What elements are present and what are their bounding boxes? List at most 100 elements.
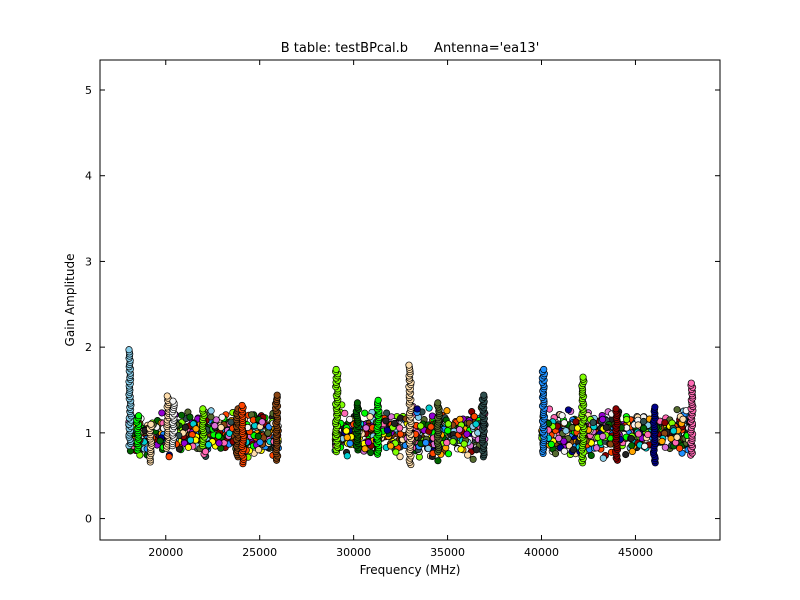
x-tick-label: 40000: [524, 546, 559, 559]
data-point: [186, 436, 195, 444]
data-point: [390, 419, 399, 427]
data-point: [255, 446, 263, 454]
data-point: [417, 422, 425, 430]
y-tick-label: 0: [85, 513, 92, 526]
data-point: [332, 365, 340, 373]
data-point: [346, 415, 354, 423]
data-point: [425, 404, 433, 412]
data-point: [217, 423, 225, 432]
data-point: [627, 434, 635, 443]
data-point: [444, 427, 452, 435]
data-point: [163, 392, 171, 400]
data-point: [644, 430, 652, 439]
data-point: [361, 445, 369, 453]
data-point: [156, 437, 164, 445]
data-point: [560, 447, 568, 455]
data-point: [181, 423, 189, 431]
data-point: [593, 444, 601, 452]
data-point: [602, 423, 610, 432]
x-tick-label: 20000: [148, 546, 183, 559]
x-axis-ticks: 20000 25000 30000 35000 40000 45000: [148, 60, 653, 559]
data-point: [463, 430, 471, 438]
data-point: [444, 420, 452, 428]
data-point: [641, 442, 649, 450]
y-tick-label: 1: [85, 427, 92, 440]
data-point: [264, 429, 272, 437]
x-tick-label: 45000: [618, 546, 653, 559]
data-point: [589, 418, 597, 427]
data-point: [343, 433, 351, 442]
data-point: [634, 421, 642, 429]
data-point: [178, 411, 186, 419]
y-tick-label: 2: [85, 341, 92, 354]
data-point: [256, 438, 264, 446]
data-point: [215, 439, 223, 447]
data-point: [273, 391, 281, 399]
data-point: [258, 418, 266, 426]
data-point: [424, 444, 432, 453]
data-point: [457, 445, 465, 453]
data-point: [422, 439, 430, 447]
data-point: [464, 451, 472, 459]
data-point: [547, 440, 555, 448]
data-point: [687, 379, 695, 387]
data-point: [628, 447, 636, 456]
data-point: [169, 397, 177, 405]
x-tick-label: 35000: [430, 546, 465, 559]
data-point: [560, 419, 568, 427]
data-point: [562, 427, 570, 435]
data-point: [455, 426, 464, 434]
data-point: [658, 437, 666, 445]
data-point: [427, 423, 435, 431]
data-point: [661, 443, 669, 451]
data-point: [215, 432, 223, 440]
y-tick-label: 3: [85, 255, 92, 268]
y-axis-label: Gain Amplitude: [63, 254, 77, 347]
data-point: [396, 424, 404, 432]
x-axis-label: Frequency (MHz): [360, 563, 461, 577]
chart-title: B table: testBPcal.b Antenna='ea13': [281, 41, 540, 56]
x-tick-label: 30000: [336, 546, 371, 559]
data-point: [469, 455, 477, 463]
data-point: [635, 430, 643, 438]
data-point: [569, 446, 577, 454]
data-point: [443, 407, 451, 415]
data-point: [640, 424, 648, 432]
data-point: [225, 429, 234, 437]
y-tick-label: 5: [85, 84, 92, 97]
data-point: [456, 415, 464, 423]
data-point: [367, 449, 375, 457]
data-point: [413, 405, 421, 413]
data-point: [470, 412, 478, 421]
data-point: [342, 427, 350, 435]
data-point: [192, 425, 200, 433]
data-point: [564, 406, 572, 414]
data-point: [238, 401, 246, 409]
chart-title-antenna: Antenna='ea13': [434, 41, 539, 56]
data-point: [207, 413, 215, 421]
data-point: [673, 406, 681, 414]
data-point: [254, 432, 262, 440]
x-tick-label: 25000: [242, 546, 277, 559]
y-tick-label: 4: [85, 170, 92, 183]
data-point: [555, 434, 563, 442]
data-point: [343, 452, 351, 460]
data-point: [396, 453, 404, 461]
data-point: [346, 439, 354, 448]
data-point: [383, 426, 391, 434]
data-point: [201, 448, 210, 456]
data-point: [449, 438, 457, 446]
data-point: [551, 450, 560, 458]
data-point: [405, 361, 413, 369]
data-point: [158, 409, 166, 417]
y-axis-ticks: 0 1 2 3 4 5: [85, 84, 720, 526]
data-point: [579, 373, 587, 381]
data-point: [434, 457, 442, 465]
data-point: [366, 413, 374, 421]
data-point: [587, 451, 595, 459]
data-point: [199, 405, 207, 413]
data-point: [599, 454, 607, 462]
data-point: [628, 441, 636, 450]
